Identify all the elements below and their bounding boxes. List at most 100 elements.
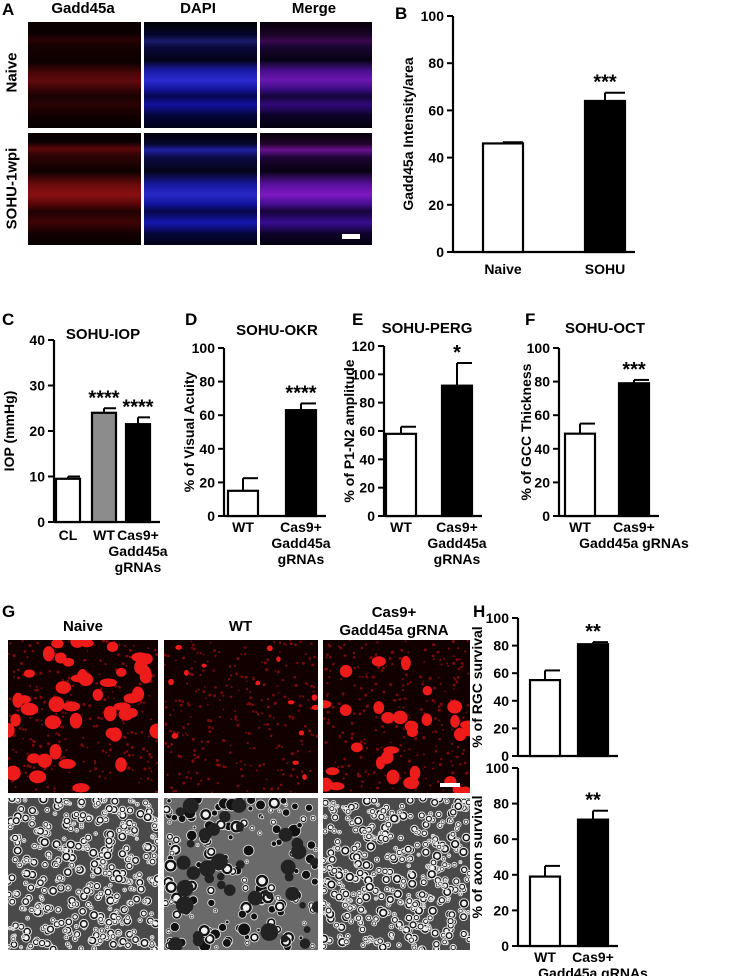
significance-label: **** (122, 396, 153, 418)
speckle (117, 653, 120, 657)
speckle (8, 652, 10, 655)
speckle (164, 653, 167, 657)
speckle (270, 787, 274, 791)
speckle (216, 763, 220, 767)
axon-core (109, 865, 114, 870)
speckle (298, 704, 302, 708)
speckle (434, 701, 436, 704)
speckle (198, 704, 202, 708)
rgc-cell (351, 742, 363, 753)
speckle (164, 722, 168, 726)
axon-core (429, 871, 435, 877)
speckle (82, 745, 85, 748)
y-tick-label: 20 (534, 474, 550, 490)
speckle (451, 742, 454, 745)
axon-core (89, 939, 92, 941)
speckle (360, 646, 364, 650)
speckle (310, 733, 313, 736)
axon-core (137, 873, 142, 877)
rgc-cell (108, 727, 122, 742)
degenerated-axon (260, 923, 279, 941)
speckle (192, 647, 196, 651)
axon-core (301, 817, 306, 821)
speckle (46, 785, 50, 789)
axon-core (137, 880, 142, 885)
axon-core (350, 821, 354, 825)
speckle (53, 659, 55, 661)
speckle (200, 779, 203, 782)
speckle (55, 712, 58, 715)
axon-profile (255, 799, 266, 811)
micrograph-sohu-gadd45a (28, 133, 141, 245)
axon-core (164, 901, 168, 906)
y-tick-label: 80 (199, 374, 215, 390)
y-tick-label: 20 (199, 474, 215, 490)
speckle (362, 709, 366, 712)
axon-core (24, 798, 27, 802)
axon-profile (225, 919, 230, 925)
axon-core (455, 848, 458, 852)
speckle (365, 672, 368, 675)
axon-profile (168, 841, 173, 847)
axon-core (134, 897, 139, 902)
axon-core (30, 908, 34, 912)
axon-core (461, 932, 466, 937)
speckle (164, 700, 167, 703)
axon-core (170, 851, 174, 855)
speckle (299, 695, 302, 698)
category-label: Naive (484, 261, 522, 277)
speckle (155, 739, 158, 743)
speckle (356, 772, 360, 776)
axon-core (100, 929, 104, 932)
axon-core (214, 909, 217, 912)
axon-core (363, 830, 367, 834)
axon-core (452, 841, 458, 847)
axon-core (465, 878, 469, 882)
rgc-cell (62, 701, 81, 712)
speckle (134, 732, 138, 735)
axon-core (374, 917, 378, 921)
speckle (363, 741, 366, 745)
speckle (361, 780, 364, 783)
axon-core (462, 867, 467, 872)
axon-core (323, 888, 326, 893)
speckle (380, 746, 383, 749)
panel-g-col-naive: Naive (62, 618, 104, 635)
axon-core (449, 820, 453, 823)
speckle (431, 731, 434, 734)
micrograph-sohu-dapi (144, 133, 257, 245)
speckle (414, 736, 418, 740)
bar (583, 99, 627, 254)
axon-core (328, 825, 333, 830)
speckle (155, 761, 158, 765)
bar (226, 489, 260, 518)
axon-core (13, 858, 17, 862)
axon-core (99, 853, 104, 857)
axon-core (208, 888, 214, 893)
speckle (47, 742, 51, 746)
axon-core (276, 896, 280, 900)
speckle (236, 719, 239, 722)
speckle (380, 669, 384, 673)
speckle (437, 708, 441, 712)
axon-core (33, 844, 36, 848)
rgc-cell (175, 645, 183, 650)
axon-core (373, 888, 378, 893)
axon-core (84, 888, 90, 893)
axon-core (196, 844, 199, 846)
degenerated-axon (280, 934, 289, 943)
speckle (291, 716, 295, 719)
axon-core (167, 862, 175, 870)
speckle (141, 710, 144, 713)
axon-profile (186, 829, 198, 842)
axon-profile (211, 809, 218, 817)
y-tick-label: 20 (428, 197, 444, 213)
speckle (297, 709, 300, 712)
axon-core (82, 847, 85, 850)
speckle (186, 682, 189, 685)
panel-label-b: B (395, 4, 408, 23)
y-tick-label: 40 (493, 867, 509, 883)
speckle (297, 781, 300, 785)
axon-core (132, 823, 136, 827)
category-label: Gadd45a (271, 535, 330, 551)
